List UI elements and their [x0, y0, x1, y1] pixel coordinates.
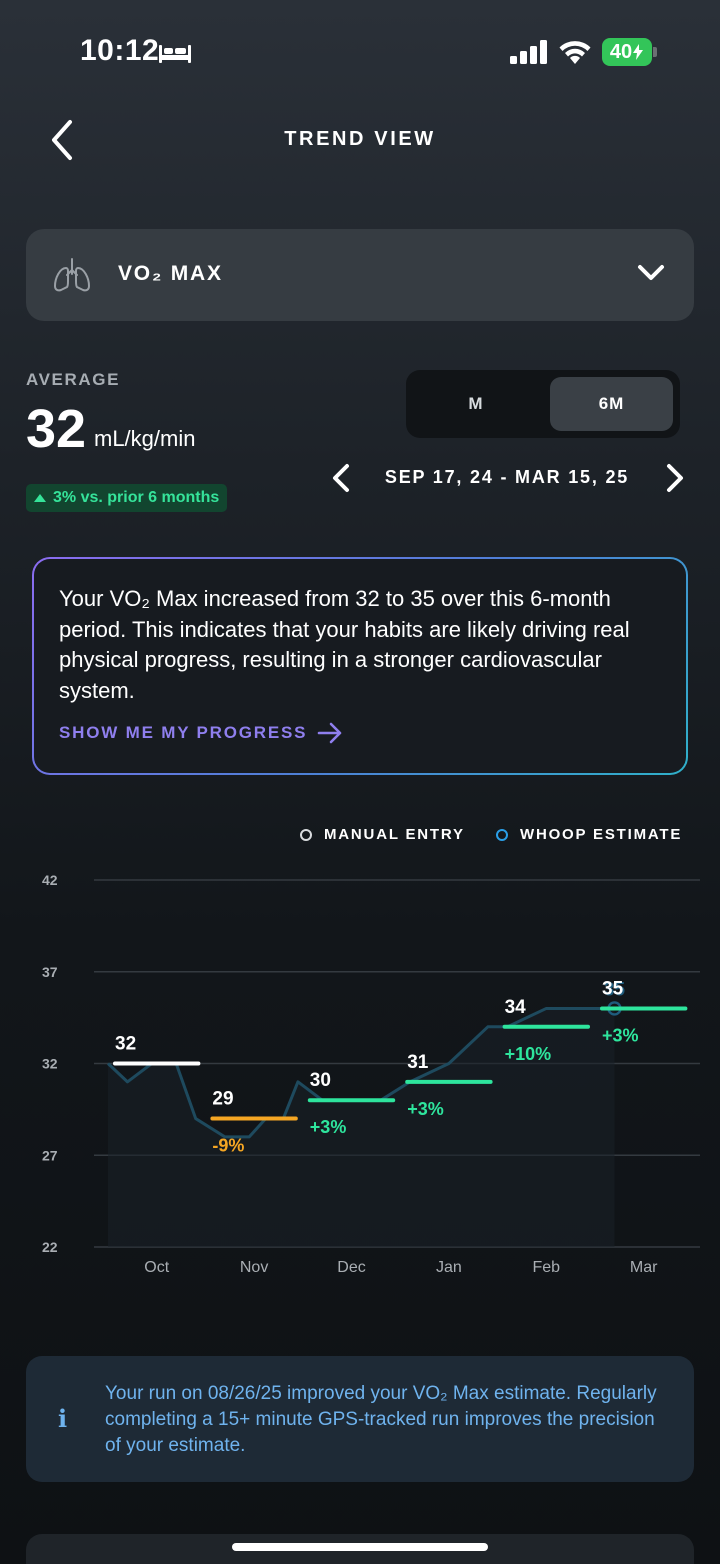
- status-time: 10:12: [80, 34, 160, 67]
- y-tick-label: 22: [42, 1239, 58, 1255]
- date-range: SEP 17, 24 - MAR 15, 25: [384, 467, 630, 487]
- range-tab-m[interactable]: M: [468, 394, 484, 413]
- monthly-change-label: +3%: [602, 1025, 639, 1045]
- x-tick-label: Oct: [144, 1259, 169, 1276]
- chevron-down-icon[interactable]: [636, 260, 666, 286]
- charging-bolt-icon: [633, 44, 644, 60]
- home-indicator: [232, 1543, 488, 1551]
- manual-entry-marker-icon: [300, 828, 312, 841]
- monthly-change-label: +10%: [505, 1044, 552, 1064]
- page-title: TREND VIEW: [284, 128, 436, 150]
- monthly-change-label: +3%: [310, 1117, 347, 1137]
- average-unit: mL/kg/min: [94, 426, 196, 451]
- arrow-right-icon: [318, 722, 342, 744]
- change-text: 3% vs. prior 6 months: [53, 489, 220, 506]
- x-tick-label: Feb: [533, 1259, 561, 1276]
- latest-estimate-label: 35: [604, 979, 626, 1000]
- signal-icon: [510, 40, 547, 64]
- monthly-average-label: 34: [505, 997, 527, 1018]
- y-tick-label: 37: [42, 964, 58, 980]
- monthly-change-label: -9%: [212, 1136, 244, 1156]
- average-value: 32: [26, 399, 87, 459]
- info-icon: i: [58, 1404, 68, 1433]
- vo2-trend-chart: 42 37 32 27 22 35 32 Oct 29 -9% Nov 30 +3% Dec 31 +3% Ja…: [42, 872, 700, 1276]
- estimate-area: [108, 1008, 615, 1247]
- previous-period-icon[interactable]: [330, 462, 352, 494]
- legend-manual-entry: MANUAL ENTRY: [300, 826, 465, 843]
- lungs-icon: [53, 258, 91, 292]
- info-card: [26, 1356, 694, 1482]
- monthly-average-label: 31: [407, 1052, 429, 1073]
- monthly-average-label: 32: [115, 1034, 136, 1055]
- x-tick-label: Mar: [630, 1259, 658, 1276]
- legend-manual-label: MANUAL ENTRY: [324, 826, 465, 843]
- change-badge: 3% vs. prior 6 months: [26, 484, 228, 512]
- bed-icon: [159, 45, 191, 63]
- legend-whoop-label: WHOOP ESTIMATE: [520, 826, 683, 843]
- average-label: AVERAGE: [26, 370, 121, 389]
- up-triangle-icon: [34, 494, 46, 502]
- show-progress-link[interactable]: SHOW ME MY PROGRESS: [59, 722, 343, 744]
- monthly-change-label: +3%: [407, 1099, 444, 1119]
- monthly-average-label: 35: [602, 978, 624, 999]
- range-tab-6m[interactable]: 6M: [550, 377, 673, 431]
- battery-cap: [653, 47, 657, 57]
- whoop-estimate-marker-icon: [496, 828, 508, 841]
- info-text: Your run on 08/26/25 improved your VO₂ M…: [105, 1383, 657, 1456]
- wifi-icon: [559, 41, 591, 64]
- x-tick-label: Jan: [436, 1259, 462, 1276]
- back-chevron-icon[interactable]: [44, 118, 80, 162]
- y-tick-label: 27: [42, 1147, 58, 1163]
- monthly-average-label: 29: [212, 1089, 233, 1110]
- battery-level: 40: [609, 40, 633, 63]
- battery-indicator: 40: [602, 38, 652, 66]
- y-tick-label: 32: [42, 1056, 58, 1072]
- y-tick-label: 42: [42, 872, 58, 888]
- show-progress-label: SHOW ME MY PROGRESS: [59, 723, 308, 742]
- selector-label: VO₂ MAX: [118, 262, 223, 285]
- x-tick-label: Dec: [337, 1259, 365, 1276]
- legend-whoop-estimate: WHOOP ESTIMATE: [496, 826, 682, 843]
- metric-selector[interactable]: [26, 229, 694, 321]
- insight-text: Your VO₂ Max increased from 32 to 35 ove…: [59, 586, 630, 703]
- insight-card: [32, 557, 688, 775]
- x-tick-label: Nov: [240, 1259, 268, 1276]
- monthly-average-label: 30: [310, 1070, 331, 1091]
- next-period-icon[interactable]: [664, 462, 686, 494]
